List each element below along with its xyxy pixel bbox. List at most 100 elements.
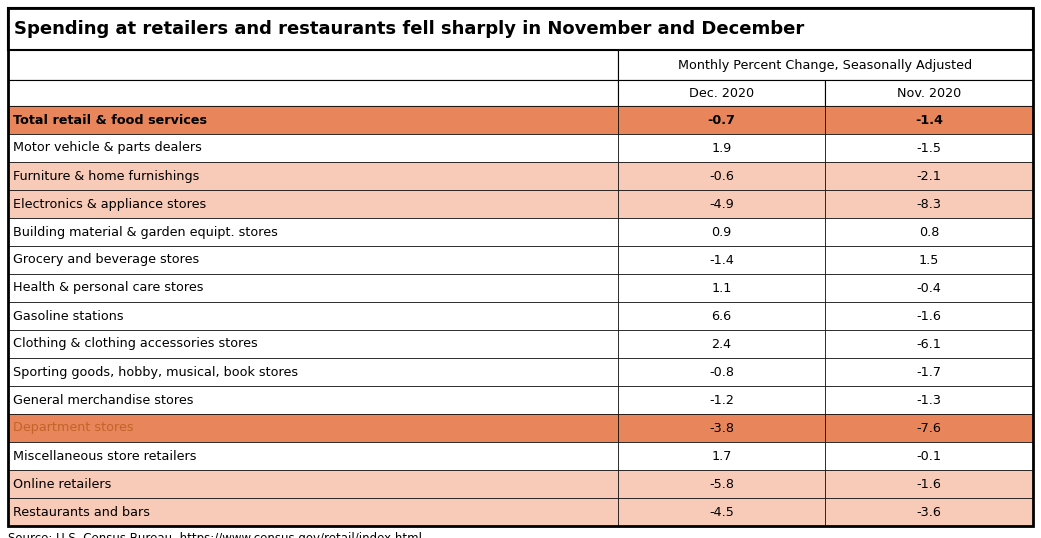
- Bar: [8, 470, 618, 498]
- Text: -5.8: -5.8: [709, 478, 734, 491]
- Bar: [618, 442, 824, 470]
- Bar: [8, 190, 618, 218]
- Text: 1.1: 1.1: [711, 281, 732, 294]
- Bar: [618, 218, 824, 246]
- Text: -1.7: -1.7: [916, 365, 941, 379]
- Text: General merchandise stores: General merchandise stores: [12, 393, 194, 407]
- Text: Building material & garden equipt. stores: Building material & garden equipt. store…: [12, 225, 278, 238]
- Bar: [824, 218, 1033, 246]
- Text: Monthly Percent Change, Seasonally Adjusted: Monthly Percent Change, Seasonally Adjus…: [679, 59, 972, 72]
- Text: -0.6: -0.6: [709, 169, 734, 182]
- Text: 0.8: 0.8: [919, 225, 939, 238]
- Bar: [824, 246, 1033, 274]
- Text: Gasoline stations: Gasoline stations: [12, 309, 124, 322]
- Bar: [618, 498, 824, 526]
- Text: -3.6: -3.6: [916, 506, 941, 519]
- Bar: [8, 302, 618, 330]
- Bar: [8, 442, 618, 470]
- Text: Department stores: Department stores: [12, 421, 133, 435]
- Bar: [8, 274, 618, 302]
- Bar: [824, 386, 1033, 414]
- Bar: [8, 134, 618, 162]
- Text: -1.6: -1.6: [916, 309, 941, 322]
- Text: 2.4: 2.4: [711, 337, 732, 350]
- Bar: [8, 246, 618, 274]
- Text: -0.7: -0.7: [708, 114, 735, 126]
- Text: -7.6: -7.6: [916, 421, 941, 435]
- Text: 1.5: 1.5: [919, 253, 939, 266]
- Bar: [618, 470, 824, 498]
- Text: 1.7: 1.7: [711, 450, 732, 463]
- Bar: [8, 106, 618, 134]
- Text: -4.5: -4.5: [709, 506, 734, 519]
- Text: -1.4: -1.4: [915, 114, 943, 126]
- Bar: [8, 330, 618, 358]
- Bar: [8, 498, 618, 526]
- Text: Online retailers: Online retailers: [12, 478, 111, 491]
- Text: 0.9: 0.9: [711, 225, 732, 238]
- Text: Nov. 2020: Nov. 2020: [897, 87, 961, 100]
- Text: Total retail & food services: Total retail & food services: [12, 114, 207, 126]
- Bar: [618, 274, 824, 302]
- Text: Miscellaneous store retailers: Miscellaneous store retailers: [12, 450, 197, 463]
- Bar: [824, 358, 1033, 386]
- Bar: [824, 470, 1033, 498]
- Bar: [618, 246, 824, 274]
- Text: -0.4: -0.4: [916, 281, 941, 294]
- Bar: [618, 162, 824, 190]
- Text: Sporting goods, hobby, musical, book stores: Sporting goods, hobby, musical, book sto…: [12, 365, 298, 379]
- Bar: [8, 358, 618, 386]
- Bar: [824, 80, 1033, 106]
- Bar: [618, 80, 824, 106]
- Text: Motor vehicle & parts dealers: Motor vehicle & parts dealers: [12, 141, 202, 154]
- Text: Grocery and beverage stores: Grocery and beverage stores: [12, 253, 199, 266]
- Text: Furniture & home furnishings: Furniture & home furnishings: [12, 169, 200, 182]
- Text: Health & personal care stores: Health & personal care stores: [12, 281, 203, 294]
- Bar: [8, 162, 618, 190]
- Bar: [824, 442, 1033, 470]
- Text: -8.3: -8.3: [916, 197, 941, 210]
- Bar: [824, 330, 1033, 358]
- Bar: [824, 274, 1033, 302]
- Text: Electronics & appliance stores: Electronics & appliance stores: [12, 197, 206, 210]
- Bar: [618, 414, 824, 442]
- Bar: [618, 302, 824, 330]
- Bar: [8, 386, 618, 414]
- Bar: [8, 80, 618, 106]
- Bar: [824, 134, 1033, 162]
- Bar: [824, 190, 1033, 218]
- Bar: [618, 106, 824, 134]
- Text: -3.8: -3.8: [709, 421, 734, 435]
- Text: Spending at retailers and restaurants fell sharply in November and December: Spending at retailers and restaurants fe…: [14, 20, 805, 38]
- Text: -2.1: -2.1: [916, 169, 941, 182]
- Bar: [618, 134, 824, 162]
- Text: -1.2: -1.2: [709, 393, 734, 407]
- Bar: [8, 8, 1033, 50]
- Text: -1.5: -1.5: [916, 141, 941, 154]
- Text: -1.4: -1.4: [709, 253, 734, 266]
- Bar: [8, 414, 618, 442]
- Bar: [824, 302, 1033, 330]
- Bar: [618, 386, 824, 414]
- Bar: [824, 106, 1033, 134]
- Bar: [824, 414, 1033, 442]
- Bar: [8, 50, 618, 80]
- Text: -0.8: -0.8: [709, 365, 734, 379]
- Text: -1.3: -1.3: [916, 393, 941, 407]
- Bar: [824, 498, 1033, 526]
- Text: -1.6: -1.6: [916, 478, 941, 491]
- Text: Source: U.S. Census Bureau. https://www.census.gov/retail/index.html: Source: U.S. Census Bureau. https://www.…: [8, 532, 422, 538]
- Text: -0.1: -0.1: [916, 450, 941, 463]
- Text: -4.9: -4.9: [709, 197, 734, 210]
- Bar: [618, 190, 824, 218]
- Text: 1.9: 1.9: [711, 141, 732, 154]
- Text: -6.1: -6.1: [916, 337, 941, 350]
- Bar: [824, 162, 1033, 190]
- Text: 6.6: 6.6: [711, 309, 732, 322]
- Bar: [8, 218, 618, 246]
- Text: Restaurants and bars: Restaurants and bars: [12, 506, 150, 519]
- Bar: [618, 358, 824, 386]
- Bar: [618, 50, 1033, 80]
- Text: Dec. 2020: Dec. 2020: [689, 87, 754, 100]
- Bar: [618, 330, 824, 358]
